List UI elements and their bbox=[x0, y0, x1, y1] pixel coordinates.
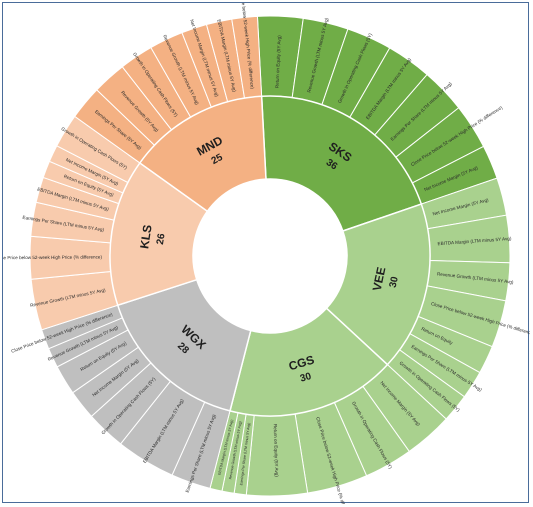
segment-cgs bbox=[229, 307, 389, 417]
segment-vee bbox=[325, 203, 431, 366]
sunburst-chart: Return on Equity (5Y Avg) Revenue Growth … bbox=[3, 3, 530, 504]
segment-label-vee: VEE bbox=[370, 266, 389, 292]
subsegment-label-vee-2: EBITDA Margin (LTM minus 5Y Avg) bbox=[437, 236, 512, 246]
inner-ring bbox=[109, 95, 431, 417]
segment-mnd bbox=[138, 95, 267, 213]
segment-kls bbox=[109, 161, 209, 307]
segment-label-kls: KLS bbox=[137, 224, 155, 250]
segment-value-vee: 30 bbox=[388, 275, 401, 289]
outer-ring bbox=[29, 15, 511, 497]
segment-wgx bbox=[116, 278, 252, 412]
segment-value-kls: 26 bbox=[155, 232, 168, 245]
subsegment-label-sks-1: Return on Equity (5Y Avg) bbox=[275, 35, 282, 89]
subsegment-label-kls-2: Close Price below 52-week High Price (% … bbox=[3, 254, 102, 260]
segment-value-cgs: 30 bbox=[299, 371, 313, 385]
subsegment-label-cgs-4: Return on Equity (5Y Avg) bbox=[273, 424, 280, 478]
segment-sks bbox=[260, 95, 423, 232]
segment-value-mnd: 25 bbox=[210, 152, 225, 167]
subsegment-label-cgs-5: Earnings Per Share (LTM minus 5Y Avg) bbox=[239, 422, 251, 485]
center-hole bbox=[194, 180, 346, 332]
